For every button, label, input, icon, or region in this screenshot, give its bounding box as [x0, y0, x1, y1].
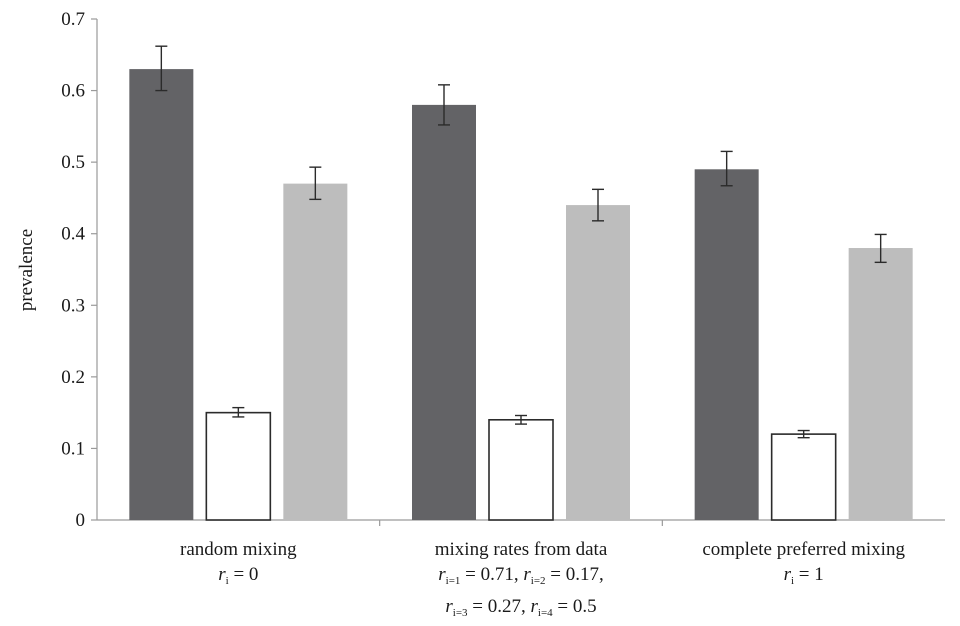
x-category-label: complete preferred mixing ri = 1 — [702, 537, 905, 594]
formula-value: = 0 — [228, 564, 259, 585]
category-formula: ri = 1 — [702, 562, 905, 594]
formula-subscript: i — [790, 575, 795, 587]
y-tick-label: 0.3 — [61, 295, 85, 316]
formula-value: = 0.27, — [467, 596, 531, 617]
bar — [770, 433, 837, 521]
formula-subscript: i=1 — [445, 575, 461, 587]
formula-value: = 0.71, — [460, 564, 524, 585]
formula-variable: r — [218, 564, 226, 585]
bar — [129, 69, 194, 520]
formula-variable: r — [445, 596, 453, 617]
category-formula: ri=3 = 0.27, ri=4 = 0.5 — [435, 594, 608, 626]
formula-value: = 1 — [794, 564, 824, 585]
bar — [848, 248, 913, 520]
y-tick-label: 0 — [76, 510, 86, 531]
category-title: mixing rates from data — [434, 539, 608, 560]
formula-variable: r — [523, 564, 531, 585]
bar — [488, 418, 554, 521]
y-tick-label: 0.5 — [61, 152, 85, 173]
formula-subscript: i=2 — [530, 575, 546, 587]
formula-subscript: i — [225, 575, 229, 587]
bars — [129, 69, 913, 521]
y-tick-label: 0.4 — [61, 224, 85, 245]
formula-subscript: i=4 — [537, 607, 553, 619]
category-formula: ri = 0 — [180, 562, 297, 594]
bar — [205, 411, 272, 521]
error-bars — [155, 45, 887, 439]
x-category-label: random mixing ri = 0 — [180, 537, 297, 594]
bar — [283, 183, 348, 520]
formula-value: = 0.5 — [552, 596, 597, 617]
formula-variable: r — [438, 564, 446, 585]
bar — [694, 169, 759, 521]
category-formula: ri=1 = 0.71, ri=2 = 0.17, — [435, 562, 608, 594]
bar — [566, 205, 630, 521]
category-title: complete preferred mixing — [702, 539, 905, 560]
x-ticks — [379, 520, 663, 526]
category-title: random mixing — [180, 539, 297, 560]
bar — [412, 104, 476, 520]
x-category-label: mixing rates from data ri=1 = 0.71, ri=2 … — [435, 537, 608, 626]
formula-variable: r — [530, 596, 538, 617]
formula-variable: r — [783, 564, 791, 585]
y-ticks: 0 0.1 0.2 0.3 0.4 0.5 0.6 0.7 — [61, 9, 97, 531]
y-tick-label: 0.7 — [61, 9, 85, 30]
y-tick-label: 0.2 — [61, 367, 85, 388]
formula-subscript: i=3 — [452, 607, 468, 619]
y-tick-label: 0.6 — [61, 81, 85, 102]
y-tick-label: 0.1 — [61, 438, 85, 459]
y-axis-title: prevalence — [16, 229, 37, 311]
formula-value: = 0.17, — [545, 564, 604, 585]
